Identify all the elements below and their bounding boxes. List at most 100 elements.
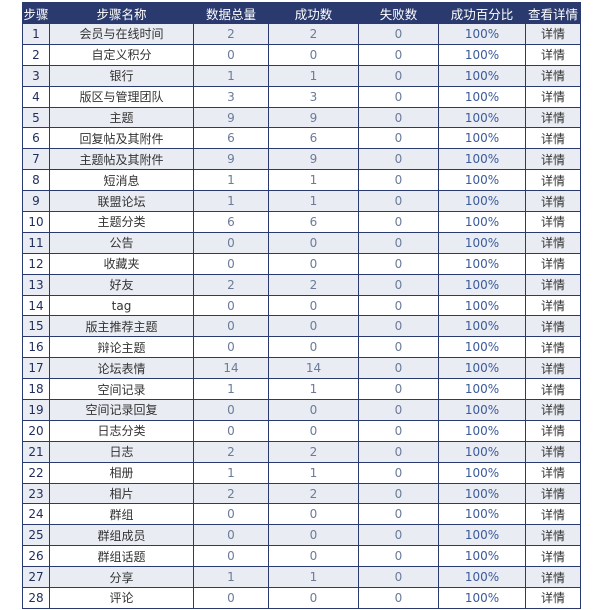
fail-count: 0 <box>358 148 439 171</box>
table-row: 15 版主推荐主题 0 0 0 100% 详情 <box>22 315 581 338</box>
details-link[interactable]: 详情 <box>525 587 581 609</box>
success-percent: 100% <box>438 252 526 275</box>
success-percent: 100% <box>438 399 526 421</box>
total-count: 1 <box>193 566 269 589</box>
details-link[interactable]: 详情 <box>525 252 581 275</box>
details-link[interactable]: 详情 <box>525 419 581 442</box>
success-percent: 100% <box>438 190 526 213</box>
details-link[interactable]: 详情 <box>525 440 581 463</box>
details-link[interactable]: 详情 <box>525 23 581 45</box>
fail-count: 0 <box>358 106 439 129</box>
success-percent: 100% <box>438 85 526 108</box>
step-name: 群组成员 <box>49 524 194 547</box>
success-percent: 100% <box>438 231 526 254</box>
step-number: 13 <box>22 273 50 296</box>
success-count: 6 <box>268 211 359 233</box>
details-link[interactable]: 详情 <box>525 336 581 359</box>
success-percent: 100% <box>438 294 526 317</box>
details-link[interactable]: 详情 <box>525 524 581 547</box>
fail-count: 0 <box>358 43 439 66</box>
step-number: 26 <box>22 545 50 568</box>
step-name: 公告 <box>49 231 194 254</box>
fail-count: 0 <box>358 23 439 45</box>
column-header: 查看详情 <box>525 2 581 24</box>
table-row: 21 日志 2 2 0 100% 详情 <box>22 440 581 463</box>
details-link[interactable]: 详情 <box>525 378 581 401</box>
table-row: 6 回复帖及其附件 6 6 0 100% 详情 <box>22 127 581 150</box>
success-count: 1 <box>268 64 359 87</box>
details-link[interactable]: 详情 <box>525 127 581 150</box>
details-link[interactable]: 详情 <box>525 231 581 254</box>
total-count: 2 <box>193 440 269 463</box>
table-row: 13 好友 2 2 0 100% 详情 <box>22 273 581 296</box>
step-number: 25 <box>22 524 50 547</box>
total-count: 0 <box>193 503 269 526</box>
step-number: 11 <box>22 231 50 254</box>
total-count: 6 <box>193 127 269 150</box>
success-count: 0 <box>268 419 359 442</box>
details-link[interactable]: 详情 <box>525 85 581 108</box>
total-count: 1 <box>193 378 269 401</box>
total-count: 1 <box>193 169 269 192</box>
header-row: 步骤 步骤名称 数据总量 成功数 失败数 成功百分比 查看详情 <box>22 2 581 24</box>
step-number: 15 <box>22 315 50 338</box>
table-row: 26 群组话题 0 0 0 100% 详情 <box>22 545 581 568</box>
details-link[interactable]: 详情 <box>525 503 581 526</box>
success-count: 1 <box>268 566 359 589</box>
step-name: 自定义积分 <box>49 43 194 66</box>
total-count: 0 <box>193 524 269 547</box>
success-percent: 100% <box>438 148 526 171</box>
table-row: 19 空间记录回复 0 0 0 100% 详情 <box>22 399 581 421</box>
table-body: 1 会员与在线时间 2 2 0 100% 详情 2 自定义积分 0 0 0 100% 详情 3 银行 1 1 0 10… <box>22 23 581 609</box>
step-number: 22 <box>22 461 50 484</box>
details-link[interactable]: 详情 <box>525 566 581 589</box>
success-count: 0 <box>268 294 359 317</box>
success-count: 0 <box>268 336 359 359</box>
step-number: 10 <box>22 211 50 233</box>
details-link[interactable]: 详情 <box>525 106 581 129</box>
success-count: 0 <box>268 231 359 254</box>
table-container: 步骤 步骤名称 数据总量 成功数 失败数 成功百分比 查看详情 1 会员与在线时间 2 2 0 100… <box>22 2 581 609</box>
fail-count: 0 <box>358 503 439 526</box>
step-number: 24 <box>22 503 50 526</box>
success-count: 0 <box>268 315 359 338</box>
table-row: 17 论坛表情 14 14 0 100% 详情 <box>22 357 581 380</box>
fail-count: 0 <box>358 566 439 589</box>
details-link[interactable]: 详情 <box>525 148 581 171</box>
step-name: 版主推荐主题 <box>49 315 194 338</box>
details-link[interactable]: 详情 <box>525 399 581 421</box>
details-link[interactable]: 详情 <box>525 294 581 317</box>
fail-count: 0 <box>358 336 439 359</box>
details-link[interactable]: 详情 <box>525 169 581 192</box>
step-number: 5 <box>22 106 50 129</box>
details-link[interactable]: 详情 <box>525 273 581 296</box>
details-link[interactable]: 详情 <box>525 461 581 484</box>
success-count: 14 <box>268 357 359 380</box>
step-number: 8 <box>22 169 50 192</box>
details-link[interactable]: 详情 <box>525 211 581 233</box>
success-count: 6 <box>268 127 359 150</box>
step-name: 主题分类 <box>49 211 194 233</box>
step-number: 12 <box>22 252 50 275</box>
details-link[interactable]: 详情 <box>525 545 581 568</box>
step-number: 19 <box>22 399 50 421</box>
success-percent: 100% <box>438 503 526 526</box>
success-percent: 100% <box>438 461 526 484</box>
details-link[interactable]: 详情 <box>525 357 581 380</box>
details-link[interactable]: 详情 <box>525 64 581 87</box>
details-link[interactable]: 详情 <box>525 190 581 213</box>
step-number: 1 <box>22 23 50 45</box>
success-percent: 100% <box>438 524 526 547</box>
fail-count: 0 <box>358 85 439 108</box>
total-count: 1 <box>193 190 269 213</box>
table-row: 28 评论 0 0 0 100% 详情 <box>22 587 581 609</box>
step-number: 3 <box>22 64 50 87</box>
success-count: 2 <box>268 482 359 505</box>
fail-count: 0 <box>358 357 439 380</box>
success-percent: 100% <box>438 587 526 609</box>
column-header: 成功百分比 <box>438 2 526 24</box>
details-link[interactable]: 详情 <box>525 482 581 505</box>
success-percent: 100% <box>438 378 526 401</box>
details-link[interactable]: 详情 <box>525 315 581 338</box>
details-link[interactable]: 详情 <box>525 43 581 66</box>
